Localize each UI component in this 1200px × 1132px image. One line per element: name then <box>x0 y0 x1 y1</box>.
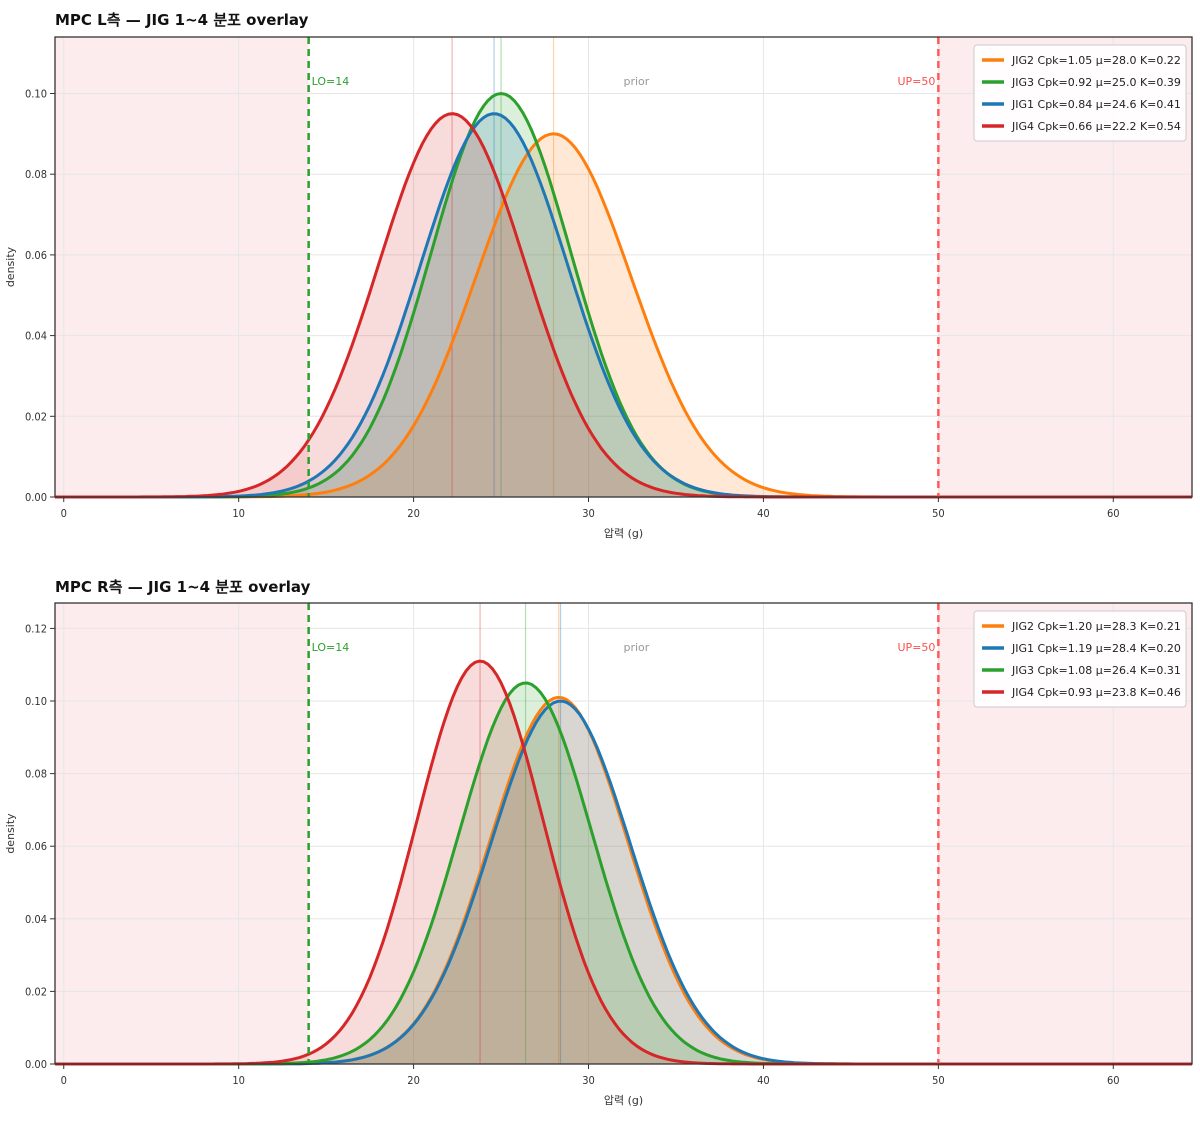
legend: JIG2 Cpk=1.05 μ=28.0 K=0.22 JIG3 Cpk=0.92… <box>973 44 1187 142</box>
legend-entry: JIG1 Cpk=0.84 μ=24.6 K=0.41 <box>1011 98 1181 111</box>
series-fill-1 <box>55 697 1192 1064</box>
y-axis-label: density <box>4 246 17 287</box>
x-tick-label: 0 <box>61 1074 67 1087</box>
legend-entry: JIG2 Cpk=1.05 μ=28.0 K=0.22 <box>1011 54 1181 67</box>
legend-entry: JIG3 Cpk=1.08 μ=26.4 K=0.31 <box>1011 664 1181 677</box>
x-axis-label: 압력 (g) <box>604 527 643 540</box>
x-tick-label: 10 <box>232 1074 245 1087</box>
x-tick-label: 50 <box>932 1074 945 1087</box>
lo-limit-label: LO=14 <box>312 641 350 654</box>
series-fill-4 <box>55 113 1192 497</box>
x-tick-label: 50 <box>932 507 945 520</box>
y-tick-label: 0.12 <box>25 622 47 635</box>
chart-panel-1: MPC L측 — JIG 1~4 분포 overlay LO=14 UP=50 pri… <box>4 11 1193 540</box>
y-tick-label: 0.00 <box>25 491 47 504</box>
y-tick-label: 0.10 <box>25 695 47 708</box>
series-fill-3 <box>55 113 1192 498</box>
legend-box <box>973 44 1187 142</box>
y-tick-label: 0.00 <box>25 1058 47 1071</box>
legend-entry: JIG4 Cpk=0.66 μ=22.2 K=0.54 <box>1011 120 1181 133</box>
x-tick-label: 60 <box>1107 507 1120 520</box>
y-tick-label: 0.02 <box>25 410 47 423</box>
up-limit-label: UP=50 <box>897 75 935 88</box>
chart-panel-2: MPC R측 — JIG 1~4 분포 overlay LO=14 UP=50 pri… <box>4 578 1193 1107</box>
y-tick-label: 0.02 <box>25 985 47 998</box>
x-tick-label: 20 <box>407 507 420 520</box>
x-tick-label: 40 <box>757 507 770 520</box>
x-tick-label: 30 <box>582 507 595 520</box>
legend: JIG2 Cpk=1.20 μ=28.3 K=0.21 JIG1 Cpk=1.19… <box>973 610 1187 708</box>
y-tick-label: 0.06 <box>25 249 47 262</box>
y-tick-label: 0.06 <box>25 840 47 853</box>
series-fill-1 <box>55 133 1192 498</box>
chart-title: MPC L측 — JIG 1~4 분포 overlay <box>55 11 309 29</box>
y-tick-label: 0.04 <box>25 330 47 343</box>
y-tick-label: 0.10 <box>25 87 47 100</box>
below-lo-region <box>55 37 309 497</box>
legend-entry: JIG2 Cpk=1.20 μ=28.3 K=0.21 <box>1011 620 1181 633</box>
x-axis-label: 압력 (g) <box>604 1094 643 1107</box>
below-lo-region <box>55 603 309 1064</box>
y-tick-label: 0.08 <box>25 768 47 781</box>
x-tick-label: 60 <box>1107 1074 1120 1087</box>
x-tick-label: 10 <box>232 507 245 520</box>
legend-box <box>973 610 1187 708</box>
series-fill-3 <box>55 683 1192 1064</box>
axes-frame <box>54 36 1193 498</box>
chart-title: MPC R측 — JIG 1~4 분포 overlay <box>55 578 311 596</box>
y-tick-label: 0.04 <box>25 913 47 926</box>
up-limit-label: UP=50 <box>897 641 935 654</box>
prior-annotation: prior <box>624 641 650 654</box>
prior-annotation: prior <box>624 75 650 88</box>
x-tick-label: 40 <box>757 1074 770 1087</box>
y-tick-label: 0.08 <box>25 168 47 181</box>
x-tick-label: 20 <box>407 1074 420 1087</box>
x-tick-label: 30 <box>582 1074 595 1087</box>
legend-entry: JIG1 Cpk=1.19 μ=28.4 K=0.20 <box>1011 642 1181 655</box>
x-tick-label: 0 <box>61 507 67 520</box>
legend-entry: JIG3 Cpk=0.92 μ=25.0 K=0.39 <box>1011 76 1181 89</box>
legend-entry: JIG4 Cpk=0.93 μ=23.8 K=0.46 <box>1011 686 1181 699</box>
series-fill-2 <box>55 701 1192 1064</box>
axes-frame <box>54 602 1193 1065</box>
y-axis-label: density <box>4 813 17 854</box>
lo-limit-label: LO=14 <box>312 75 350 88</box>
